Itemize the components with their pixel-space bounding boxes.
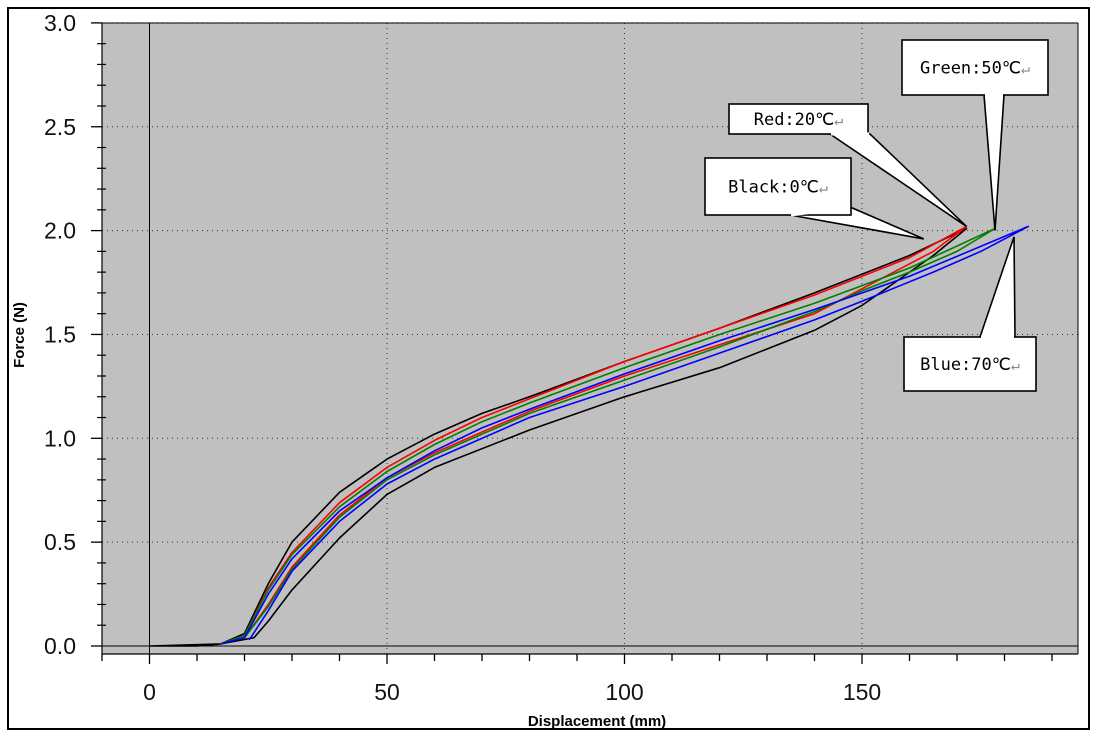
return-mark: ↵ [1021,60,1030,78]
callout-box [901,39,1049,96]
callout-3: Blue:70℃↵ [903,236,1037,392]
y-tick-label: 2.0 [44,218,76,244]
x-tick-label: 0 [143,679,156,705]
callout-label: Green:50℃↵ [920,59,1030,79]
callout-label: Black:0℃↵ [728,178,828,198]
return-mark: ↵ [834,111,843,129]
y-axis-title: Force (N) [11,302,28,368]
return-mark: ↵ [819,179,828,197]
callout-box [728,103,869,135]
y-tick-label: 2.5 [44,114,76,140]
callout-0: Black:0℃↵ [704,157,925,240]
callouts: Black:0℃↵ Red:20℃↵ Green:50℃↵ Blue:70℃↵ [704,39,1049,392]
y-tick-label: 1.0 [44,425,76,451]
x-tick-label: 100 [605,679,643,705]
y-tick-label: 1.5 [44,321,76,347]
callout-2: Green:50℃↵ [901,39,1049,231]
callout-1: Red:20℃↵ [728,103,968,228]
return-mark: ↵ [1011,356,1020,374]
y-tick-label: 0.5 [44,529,76,555]
x-tick-label: 50 [374,679,400,705]
x-axis-title: Displacement (mm) [528,713,666,730]
callout-box [903,336,1037,392]
callout-box [704,157,852,216]
series-line-3 [220,225,1030,645]
series-line-0 [149,227,968,647]
callout-label: Red:20℃↵ [754,110,844,130]
x-tick-label: 150 [843,679,881,705]
chart-frame [7,7,1090,730]
y-tick-label: 3.0 [44,10,76,36]
callout-joint [790,205,850,217]
callout-label: Blue:70℃↵ [920,355,1020,375]
axes: 0.0 0.5 1.0 1.5 2.0 2.5 3.0 0 50 100 150 [44,10,1079,705]
y-tick-label: 0.0 [44,633,76,659]
